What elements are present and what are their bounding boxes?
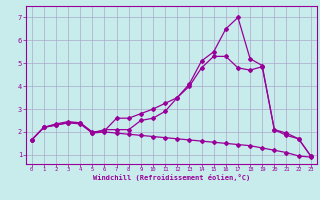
X-axis label: Windchill (Refroidissement éolien,°C): Windchill (Refroidissement éolien,°C) xyxy=(92,174,250,181)
